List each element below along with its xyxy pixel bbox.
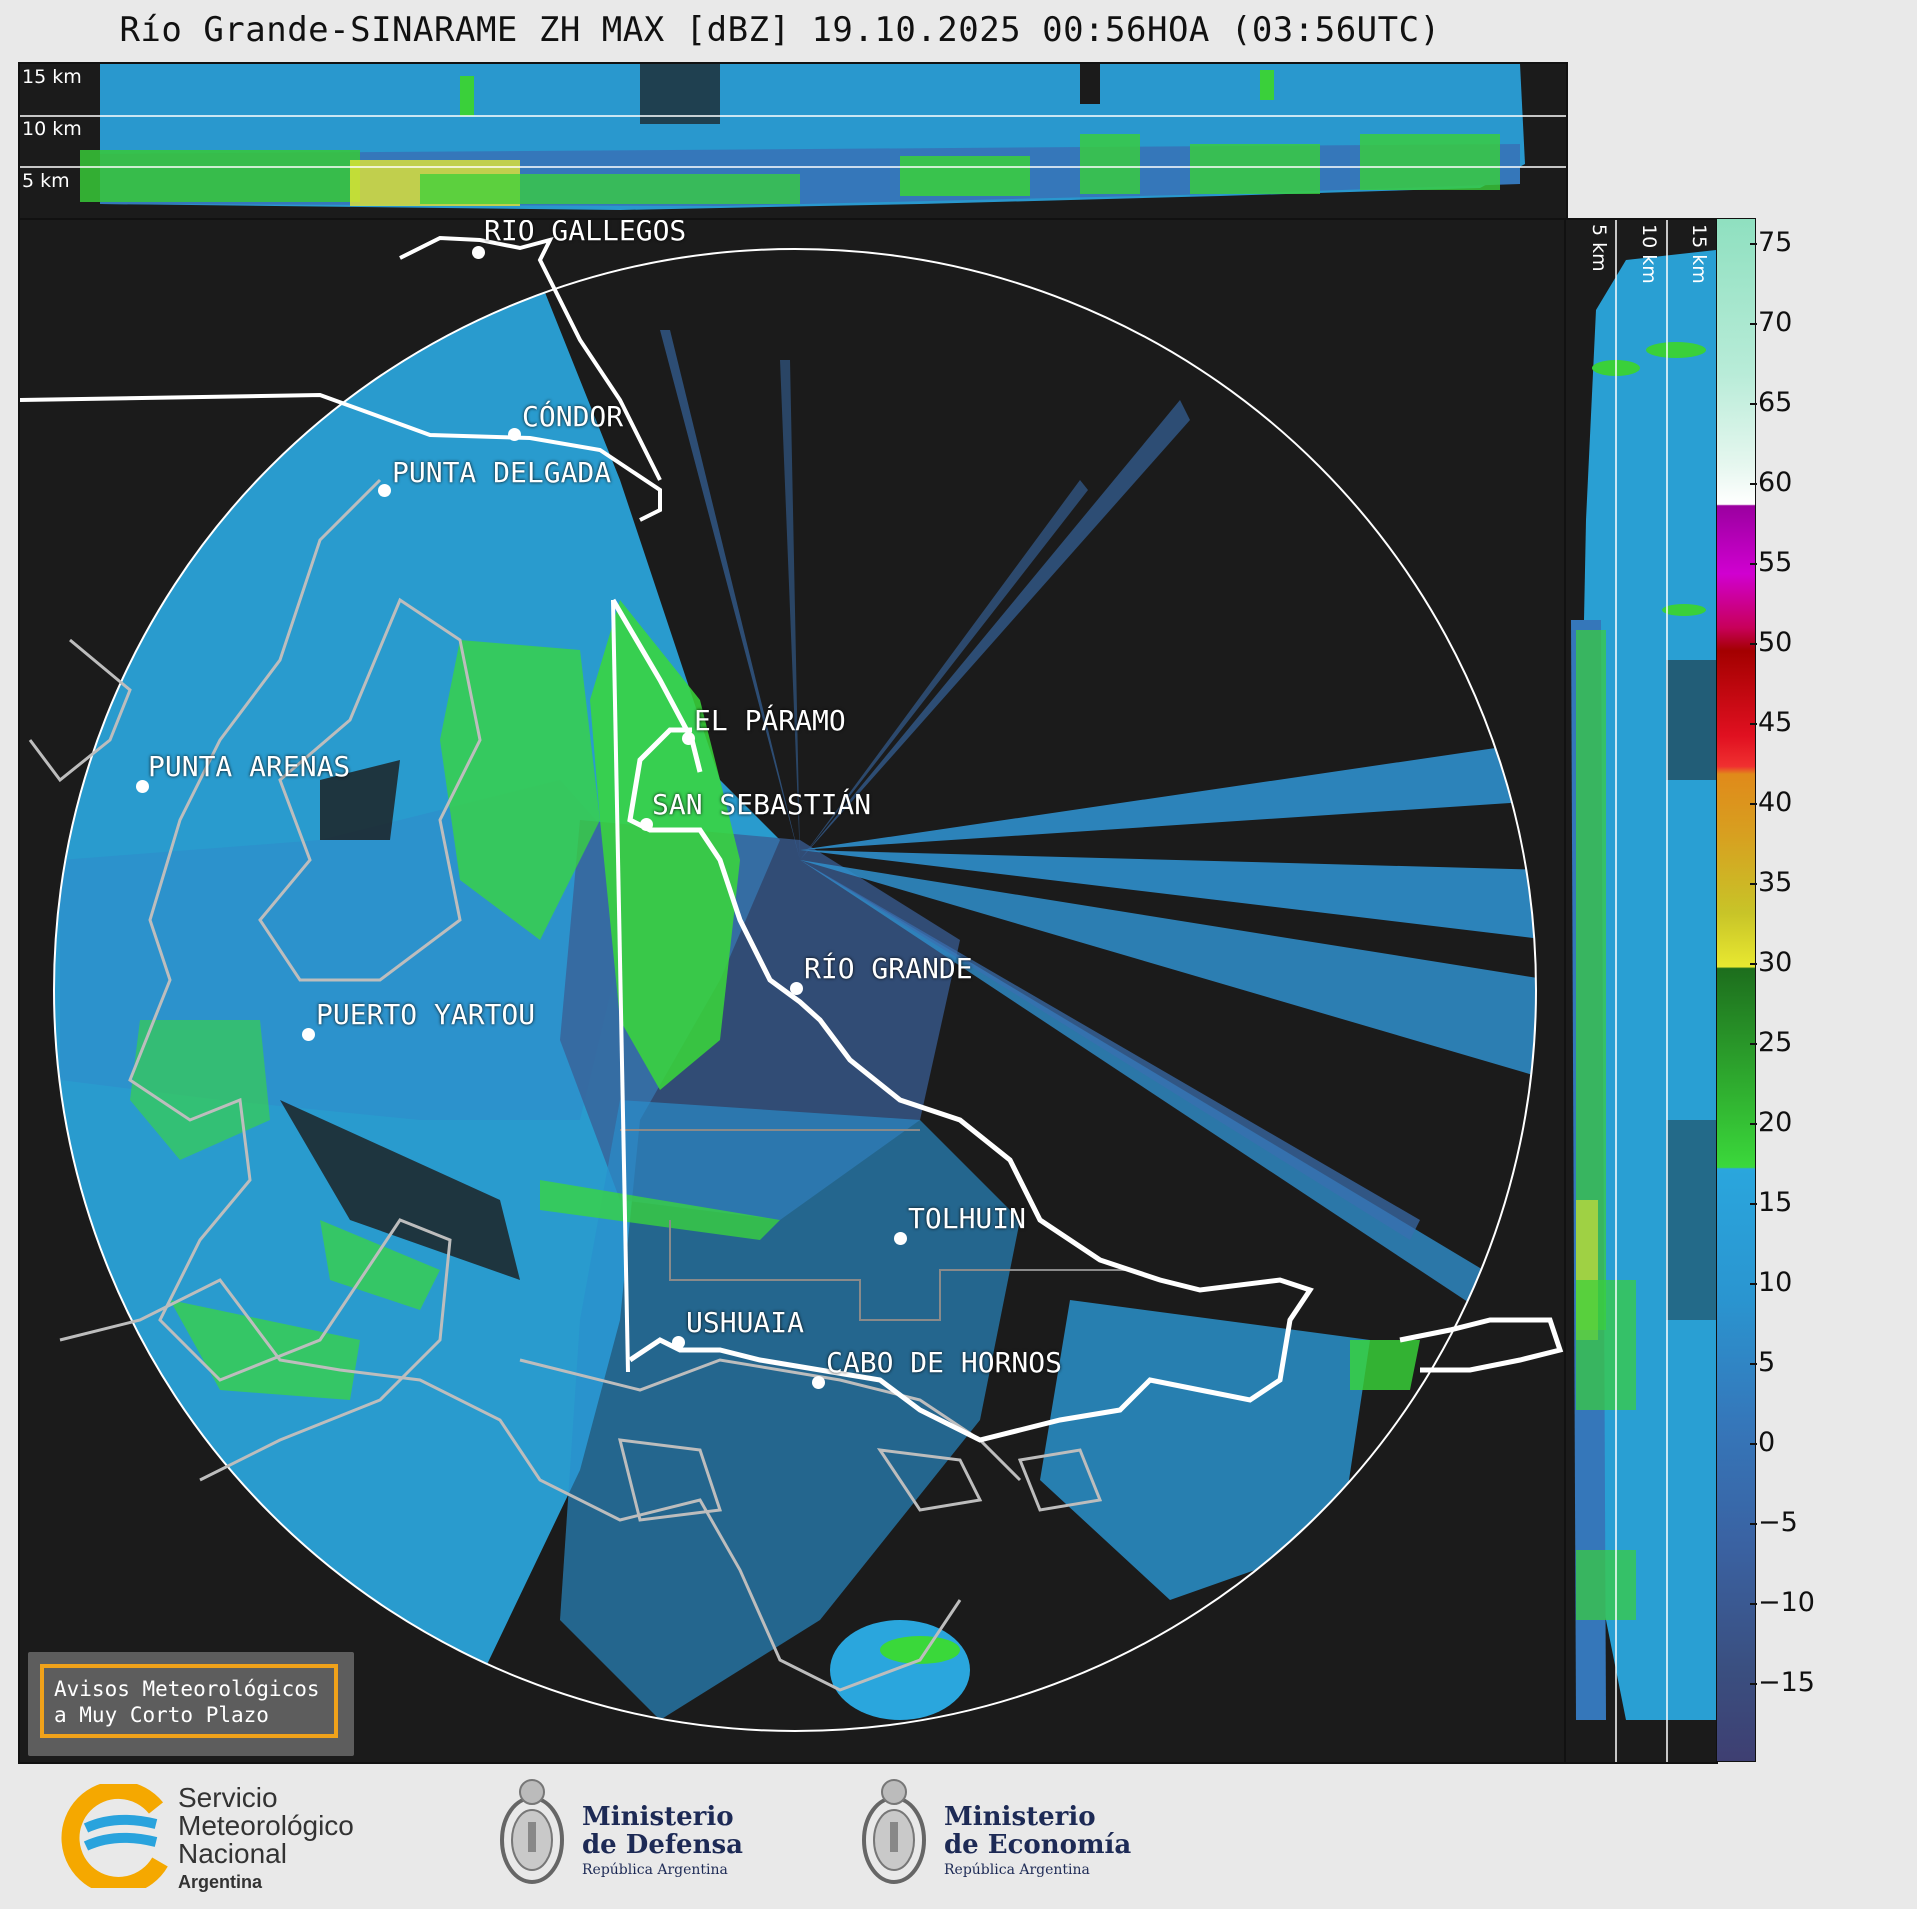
smn-logo-icon	[61, 1784, 168, 1888]
colorbar-tick-20: 20	[1750, 1107, 1818, 1138]
city-label-rio-grande: RÍO GRANDE	[804, 952, 973, 985]
smn-line-1: Servicio	[178, 1782, 278, 1813]
avisos-line-2: a Muy Corto Plazo	[54, 1703, 269, 1727]
city-label-tolhuin: TOLHUIN	[908, 1202, 1027, 1235]
colorbar-tick-45: 45	[1750, 707, 1818, 738]
defensa-line-2: de Defensa	[582, 1830, 743, 1860]
city-label-punta-arenas: PUNTA ARENAS	[148, 750, 351, 783]
city-label-el-paramo: EL PÁRAMO	[694, 704, 846, 737]
city-dot-punta-delgada	[378, 484, 391, 497]
colorbar-tick-40: 40	[1750, 787, 1818, 818]
city-label-rio-gallegos: RÍO GALLEGOS	[484, 218, 687, 247]
avisos-frame: Avisos Meteorológicos a Muy Corto Plazo	[40, 1664, 338, 1738]
city-label-condor: CÓNDOR	[522, 400, 624, 433]
economia-line-1: Ministerio	[944, 1802, 1096, 1832]
colorbar-tick-50: 50	[1750, 627, 1818, 658]
city-dot-ushuaia	[672, 1336, 685, 1349]
city-label-cabo-de-hornos: CABO DE HORNOS	[826, 1346, 1063, 1379]
dbz-colorbar	[1716, 218, 1756, 1762]
city-dot-rio-grande	[790, 982, 803, 995]
colorbar-tick-70: 70	[1750, 307, 1818, 338]
side-height-label-10: 10 km	[1638, 224, 1660, 284]
city-label-puerto-yartou: PUERTO YARTOU	[316, 998, 536, 1031]
avisos-box: Avisos Meteorológicos a Muy Corto Plazo	[28, 1652, 354, 1756]
city-dot-punta-arenas	[136, 780, 149, 793]
defensa-line-3: República Argentina	[582, 1862, 728, 1878]
top-cross-section-echoes	[20, 64, 1566, 210]
city-dot-puerto-yartou	[302, 1028, 315, 1041]
colorbar-tick-5: 5	[1750, 1347, 1818, 1378]
colorbar-tick-30: 30	[1750, 947, 1818, 978]
defensa-seal-icon	[500, 1779, 564, 1884]
colorbar-tick-65: 65	[1750, 387, 1818, 418]
city-dot-el-paramo	[682, 732, 695, 745]
side-height-label-5: 5 km	[1588, 224, 1610, 272]
city-dot-condor	[508, 428, 521, 441]
defensa-line-1: Ministerio	[582, 1802, 734, 1832]
colorbar-tick-10: 10	[1750, 1267, 1818, 1298]
economia-seal-icon	[862, 1779, 926, 1884]
top-cross-section-panel: 15 km 10 km 5 km	[18, 62, 1568, 220]
city-label-san-sebastian: SAN SEBASTIÁN	[652, 788, 872, 821]
city-dot-rio-gallegos	[472, 246, 485, 259]
top-height-label-5: 5 km	[22, 170, 70, 192]
city-dot-tolhuin	[894, 1232, 907, 1245]
colorbar-tick-minus10: −10	[1750, 1587, 1818, 1618]
top-height-label-15: 15 km	[22, 66, 82, 88]
side-cross-section-echoes	[1571, 220, 1716, 1762]
page-title: Río Grande-SINARAME ZH MAX [dBZ] 19.10.2…	[119, 10, 1441, 50]
colorbar-tick-75: 75	[1750, 227, 1818, 258]
colorbar-tick-0: 0	[1750, 1427, 1818, 1458]
city-label-ushuaia: USHUAIA	[686, 1306, 805, 1339]
smn-logo-text: Servicio Meteorológico Nacional Argentin…	[178, 1784, 354, 1896]
colorbar-tick-55: 55	[1750, 547, 1818, 578]
smn-line-4: Argentina	[178, 1872, 263, 1892]
colorbar-tick-25: 25	[1750, 1027, 1818, 1058]
colorbar-tick-60: 60	[1750, 467, 1818, 498]
top-height-label-10: 10 km	[22, 118, 82, 140]
side-height-label-15: 15 km	[1688, 224, 1710, 284]
city-dot-san-sebastian	[640, 818, 653, 831]
side-cross-section-panel: 5 km 10 km 15 km	[1564, 218, 1718, 1764]
smn-line-3: Nacional	[178, 1838, 287, 1869]
city-dot-cabo-de-hornos	[812, 1376, 825, 1389]
colorbar-tick-minus15: −15	[1750, 1667, 1818, 1698]
city-label-punta-delgada: PUNTA DELGADA	[392, 456, 612, 489]
radar-echo-map	[20, 235, 1564, 1732]
colorbar-tick-15: 15	[1750, 1187, 1818, 1218]
smn-line-2: Meteorológico	[178, 1810, 354, 1841]
radar-map-panel: RÍO GALLEGOS CÓNDOR PUNTA DELGADA EL PÁR…	[18, 218, 1568, 1764]
colorbar-tick-minus5: −5	[1750, 1507, 1818, 1538]
avisos-line-1: Avisos Meteorológicos	[54, 1677, 320, 1701]
colorbar-tick-35: 35	[1750, 867, 1818, 898]
economia-line-3: República Argentina	[944, 1862, 1090, 1878]
economia-line-2: de Economía	[944, 1830, 1132, 1860]
